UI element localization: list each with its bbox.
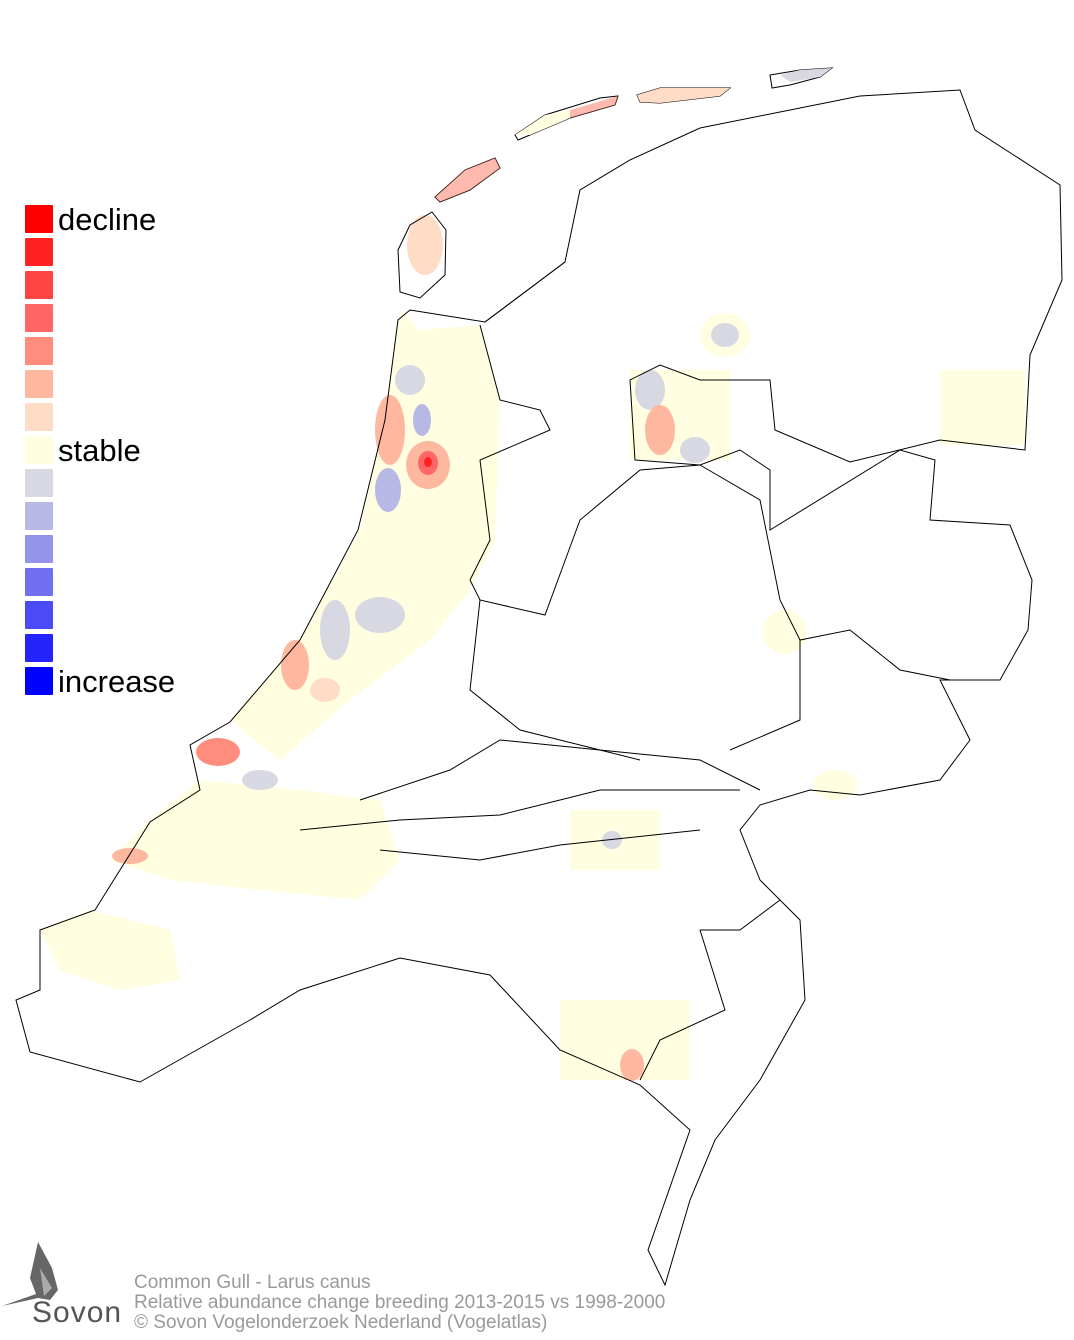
legend-label-increase: increase <box>58 664 176 699</box>
map-caption: Common Gull - Larus canus Relative abund… <box>134 1273 665 1333</box>
decline-area <box>645 405 675 455</box>
island-texel <box>397 211 447 299</box>
afsluitdijk <box>484 261 566 323</box>
legend-swatch <box>25 403 53 431</box>
stable-area <box>110 780 400 900</box>
legend-swatch <box>25 271 53 299</box>
decline-area <box>407 215 443 275</box>
legend-swatch <box>25 601 53 629</box>
caption-species: Common Gull - Larus canus <box>134 1272 371 1293</box>
stable-area <box>515 110 570 135</box>
caption-description: Relative abundance change breeding 2013-… <box>134 1292 666 1313</box>
decline-area <box>570 96 618 118</box>
island-fills <box>435 68 832 202</box>
stable-area <box>940 370 1025 445</box>
increase-area <box>355 597 405 633</box>
increase-area <box>635 370 665 410</box>
legend-swatch <box>25 304 53 332</box>
decline-area <box>620 1049 644 1081</box>
legend-label-stable: stable <box>58 433 141 468</box>
legend-swatch <box>25 370 53 398</box>
decline-area <box>310 678 340 702</box>
stable-area <box>40 910 180 990</box>
legend-swatch <box>25 502 53 530</box>
decline-area <box>112 848 148 864</box>
increase-area <box>602 831 622 849</box>
legend-swatch <box>25 238 53 266</box>
swallow-logo-icon <box>2 1242 58 1306</box>
mainland-border <box>15 89 1063 1287</box>
increase-area <box>242 770 278 790</box>
caption-copyright: © Sovon Vogelonderzoek Nederland (Vogela… <box>134 1312 548 1333</box>
legend-swatch <box>25 535 53 563</box>
change-patches <box>40 215 1025 1081</box>
map-outline <box>15 67 1063 1287</box>
ijsselmeer-shore <box>469 324 701 616</box>
decline-area <box>281 640 309 690</box>
decline-area <box>424 457 432 467</box>
legend-swatch <box>25 634 53 662</box>
legend-swatch <box>25 568 53 596</box>
increase-area <box>680 437 710 463</box>
decline-area <box>435 158 500 202</box>
legend-label-decline: decline <box>58 202 157 237</box>
logo-text: Sovon <box>32 1296 123 1329</box>
increase-area <box>780 68 832 82</box>
stable-area <box>763 610 807 654</box>
legend-swatch <box>25 436 53 464</box>
decline-area <box>375 395 405 465</box>
decline-area <box>196 738 240 766</box>
province-border <box>469 464 951 1081</box>
increase-area <box>375 468 401 512</box>
decline-area <box>637 88 730 103</box>
increase-area <box>395 365 425 395</box>
increase-area <box>413 404 431 436</box>
legend-swatch <box>25 667 53 695</box>
legend-swatch <box>25 469 53 497</box>
stable-area <box>813 770 857 800</box>
legend-swatch <box>25 205 53 233</box>
stable-area <box>230 310 500 760</box>
river <box>299 739 761 861</box>
increase-area <box>711 323 739 347</box>
increase-area <box>320 600 350 660</box>
legend-swatch <box>25 337 53 365</box>
